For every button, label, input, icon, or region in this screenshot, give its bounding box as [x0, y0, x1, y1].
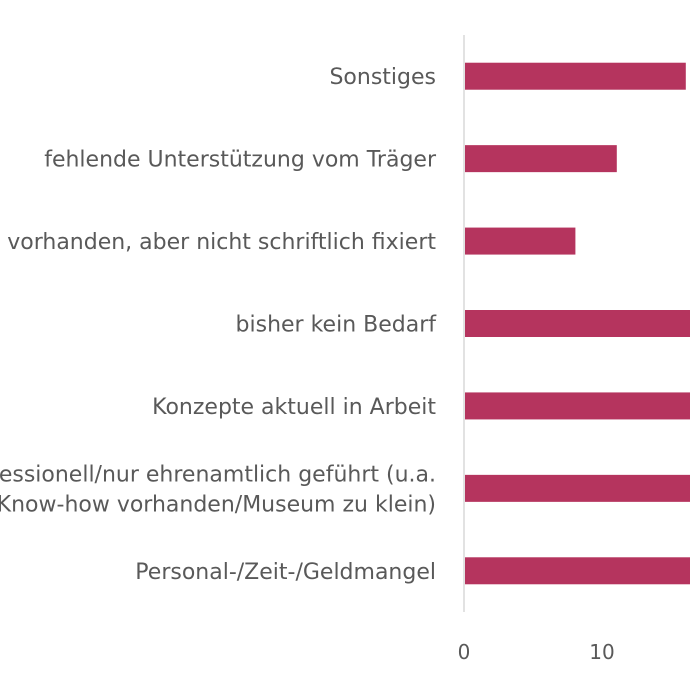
bar-3: [465, 310, 690, 337]
x-tick-label-1: 10: [589, 640, 614, 664]
bar-1: [465, 145, 617, 173]
category-label-0: Sonstiges: [329, 65, 436, 90]
category-label-6: Personal-/Zeit-/Geldmangel: [135, 560, 436, 585]
category-label-4: Konzepte aktuell in Arbeit: [152, 395, 436, 420]
category-label-3: bisher kein Bedarf: [236, 313, 438, 338]
bar-4: [465, 392, 690, 420]
category-label-2: vorhanden, aber nicht schriftlich fixier…: [7, 230, 436, 255]
bar-0: [465, 62, 686, 90]
category-label-5: nicht professionell/nur ehrenamtlich gef…: [0, 462, 436, 517]
x-tick-label-0: 0: [458, 640, 471, 664]
bar-5: [465, 474, 690, 502]
category-label-1: fehlende Unterstützung vom Träger: [44, 148, 437, 173]
bar-2: [465, 227, 576, 255]
bar-6: [465, 557, 690, 585]
